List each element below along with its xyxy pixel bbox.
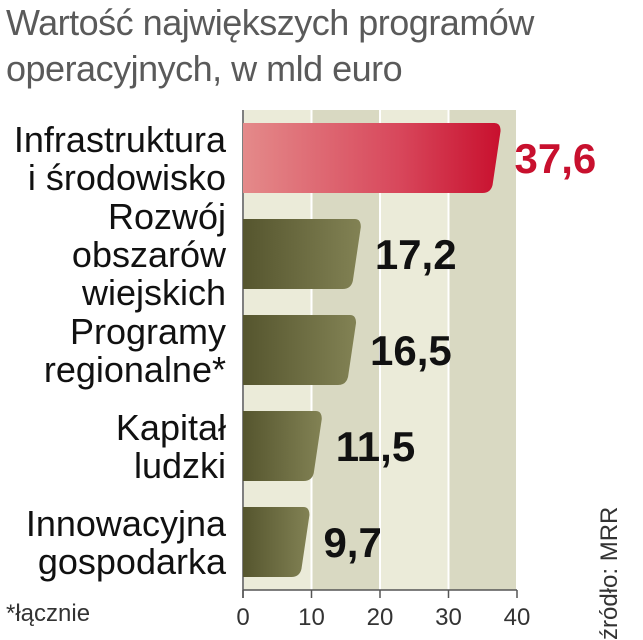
x-tick-label: 10 bbox=[298, 604, 325, 631]
bar bbox=[243, 315, 357, 385]
title-line-1: Wartość największych programów bbox=[6, 2, 534, 43]
x-tick-label: 20 bbox=[367, 604, 394, 631]
bar bbox=[243, 411, 322, 481]
bar bbox=[243, 123, 501, 193]
category-label: Infrastruktura bbox=[14, 119, 227, 160]
category-label: Programy bbox=[70, 311, 226, 352]
category-label: obszarów bbox=[72, 234, 227, 275]
title-line-2: operacyjnych, w mld euro bbox=[6, 48, 403, 89]
chart-title: Wartość największych programów operacyjn… bbox=[6, 0, 606, 92]
footnote: *łącznie bbox=[6, 600, 91, 627]
value-label: 16,5 bbox=[370, 327, 452, 374]
value-label: 11,5 bbox=[336, 423, 415, 470]
category-label: Rozwój bbox=[108, 196, 226, 237]
category-label: Innowacyjna bbox=[26, 503, 227, 544]
value-label: 9,7 bbox=[323, 519, 381, 566]
x-tick-label: 30 bbox=[435, 604, 462, 631]
value-label: 37,6 bbox=[515, 135, 597, 182]
x-tick-label: 0 bbox=[236, 604, 249, 631]
category-label: Kapitał bbox=[116, 407, 226, 448]
source-note: źródło: MRR bbox=[596, 506, 623, 640]
category-label: ludzki bbox=[134, 445, 226, 486]
category-label: wiejskich bbox=[81, 272, 226, 313]
category-label: i środowisko bbox=[28, 157, 226, 198]
category-label: gospodarka bbox=[38, 541, 227, 582]
x-tick-label: 40 bbox=[504, 604, 531, 631]
bar bbox=[243, 507, 310, 577]
bar bbox=[243, 219, 361, 289]
category-label: regionalne* bbox=[44, 349, 226, 390]
value-label: 17,2 bbox=[375, 231, 457, 278]
